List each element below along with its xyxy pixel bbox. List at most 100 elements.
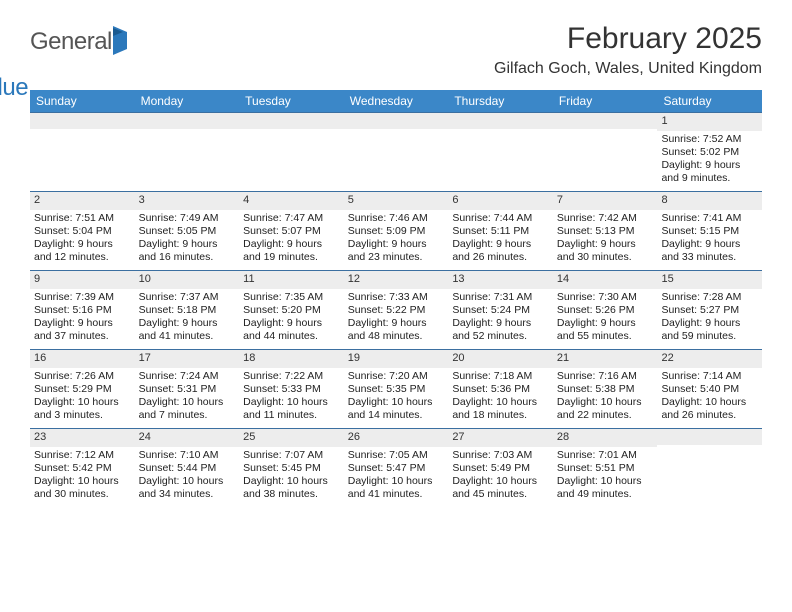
day-cell: 6Sunrise: 7:44 AMSunset: 5:11 PMDaylight… [448,192,553,270]
sunrise-text: Sunrise: 7:07 AM [243,449,340,462]
sunrise-text: Sunrise: 7:01 AM [557,449,654,462]
sunrise-text: Sunrise: 7:12 AM [34,449,131,462]
day-body: Sunrise: 7:10 AMSunset: 5:44 PMDaylight:… [135,447,240,506]
day-body: Sunrise: 7:07 AMSunset: 5:45 PMDaylight:… [239,447,344,506]
day-body: Sunrise: 7:35 AMSunset: 5:20 PMDaylight:… [239,289,344,348]
day-body: Sunrise: 7:46 AMSunset: 5:09 PMDaylight:… [344,210,449,269]
day-number: 18 [239,350,344,368]
sunrise-text: Sunrise: 7:30 AM [557,291,654,304]
daylight-text: Daylight: 10 hours and 3 minutes. [34,396,131,422]
logo-arrow-icon [113,26,127,55]
day-number [239,113,344,129]
day-number: 20 [448,350,553,368]
day-number: 1 [657,113,762,131]
day-number: 27 [448,429,553,447]
day-cell [30,113,135,191]
sunrise-text: Sunrise: 7:46 AM [348,212,445,225]
location-text: Gilfach Goch, Wales, United Kingdom [494,60,762,78]
day-cell [135,113,240,191]
week-row: 16Sunrise: 7:26 AMSunset: 5:29 PMDayligh… [30,349,762,428]
day-body: Sunrise: 7:37 AMSunset: 5:18 PMDaylight:… [135,289,240,348]
day-number: 15 [657,271,762,289]
logo: General Blue [30,22,127,84]
day-cell: 3Sunrise: 7:49 AMSunset: 5:05 PMDaylight… [135,192,240,270]
sunrise-text: Sunrise: 7:28 AM [661,291,758,304]
calendar-page: General Blue February 2025 Gilfach Goch,… [0,0,792,507]
sunset-text: Sunset: 5:35 PM [348,383,445,396]
day-cell: 14Sunrise: 7:30 AMSunset: 5:26 PMDayligh… [553,271,658,349]
day-number: 12 [344,271,449,289]
day-cell: 5Sunrise: 7:46 AMSunset: 5:09 PMDaylight… [344,192,449,270]
sunset-text: Sunset: 5:15 PM [661,225,758,238]
day-cell: 26Sunrise: 7:05 AMSunset: 5:47 PMDayligh… [344,429,449,507]
day-cell [448,113,553,191]
month-title: February 2025 [494,22,762,56]
day-number: 6 [448,192,553,210]
daylight-text: Daylight: 10 hours and 14 minutes. [348,396,445,422]
sunset-text: Sunset: 5:18 PM [139,304,236,317]
day-cell: 20Sunrise: 7:18 AMSunset: 5:36 PMDayligh… [448,350,553,428]
day-number: 7 [553,192,658,210]
daylight-text: Daylight: 9 hours and 48 minutes. [348,317,445,343]
day-body: Sunrise: 7:51 AMSunset: 5:04 PMDaylight:… [30,210,135,269]
day-cell: 23Sunrise: 7:12 AMSunset: 5:42 PMDayligh… [30,429,135,507]
day-body: Sunrise: 7:01 AMSunset: 5:51 PMDaylight:… [553,447,658,506]
day-number: 5 [344,192,449,210]
day-cell: 10Sunrise: 7:37 AMSunset: 5:18 PMDayligh… [135,271,240,349]
sunrise-text: Sunrise: 7:44 AM [452,212,549,225]
daylight-text: Daylight: 10 hours and 38 minutes. [243,475,340,501]
weekday-friday: Friday [553,90,658,112]
sunset-text: Sunset: 5:20 PM [243,304,340,317]
day-cell [344,113,449,191]
day-number [135,113,240,129]
daylight-text: Daylight: 10 hours and 45 minutes. [452,475,549,501]
daylight-text: Daylight: 9 hours and 23 minutes. [348,238,445,264]
day-body: Sunrise: 7:52 AMSunset: 5:02 PMDaylight:… [657,131,762,190]
daylight-text: Daylight: 10 hours and 7 minutes. [139,396,236,422]
day-number: 9 [30,271,135,289]
daylight-text: Daylight: 9 hours and 41 minutes. [139,317,236,343]
daylight-text: Daylight: 9 hours and 33 minutes. [661,238,758,264]
day-body: Sunrise: 7:03 AMSunset: 5:49 PMDaylight:… [448,447,553,506]
sunrise-text: Sunrise: 7:10 AM [139,449,236,462]
weekday-tuesday: Tuesday [239,90,344,112]
day-number: 13 [448,271,553,289]
day-cell: 15Sunrise: 7:28 AMSunset: 5:27 PMDayligh… [657,271,762,349]
day-cell: 7Sunrise: 7:42 AMSunset: 5:13 PMDaylight… [553,192,658,270]
day-cell: 13Sunrise: 7:31 AMSunset: 5:24 PMDayligh… [448,271,553,349]
day-body: Sunrise: 7:24 AMSunset: 5:31 PMDaylight:… [135,368,240,427]
day-cell: 2Sunrise: 7:51 AMSunset: 5:04 PMDaylight… [30,192,135,270]
day-body: Sunrise: 7:26 AMSunset: 5:29 PMDaylight:… [30,368,135,427]
day-number: 22 [657,350,762,368]
day-number: 21 [553,350,658,368]
day-number: 26 [344,429,449,447]
day-number [30,113,135,129]
day-cell [239,113,344,191]
day-body: Sunrise: 7:18 AMSunset: 5:36 PMDaylight:… [448,368,553,427]
sunset-text: Sunset: 5:36 PM [452,383,549,396]
daylight-text: Daylight: 10 hours and 34 minutes. [139,475,236,501]
day-cell: 1Sunrise: 7:52 AMSunset: 5:02 PMDaylight… [657,113,762,191]
day-number: 28 [553,429,658,447]
daylight-text: Daylight: 10 hours and 22 minutes. [557,396,654,422]
day-number: 24 [135,429,240,447]
sunset-text: Sunset: 5:47 PM [348,462,445,475]
day-cell: 25Sunrise: 7:07 AMSunset: 5:45 PMDayligh… [239,429,344,507]
day-number: 16 [30,350,135,368]
day-body [239,129,344,135]
sunrise-text: Sunrise: 7:41 AM [661,212,758,225]
day-body: Sunrise: 7:41 AMSunset: 5:15 PMDaylight:… [657,210,762,269]
sunrise-text: Sunrise: 7:42 AM [557,212,654,225]
day-body: Sunrise: 7:31 AMSunset: 5:24 PMDaylight:… [448,289,553,348]
sunset-text: Sunset: 5:22 PM [348,304,445,317]
day-body: Sunrise: 7:22 AMSunset: 5:33 PMDaylight:… [239,368,344,427]
sunrise-text: Sunrise: 7:18 AM [452,370,549,383]
day-body: Sunrise: 7:44 AMSunset: 5:11 PMDaylight:… [448,210,553,269]
day-body: Sunrise: 7:14 AMSunset: 5:40 PMDaylight:… [657,368,762,427]
day-cell: 28Sunrise: 7:01 AMSunset: 5:51 PMDayligh… [553,429,658,507]
sunrise-text: Sunrise: 7:49 AM [139,212,236,225]
day-body [30,129,135,135]
sunset-text: Sunset: 5:44 PM [139,462,236,475]
daylight-text: Daylight: 9 hours and 19 minutes. [243,238,340,264]
daylight-text: Daylight: 9 hours and 37 minutes. [34,317,131,343]
